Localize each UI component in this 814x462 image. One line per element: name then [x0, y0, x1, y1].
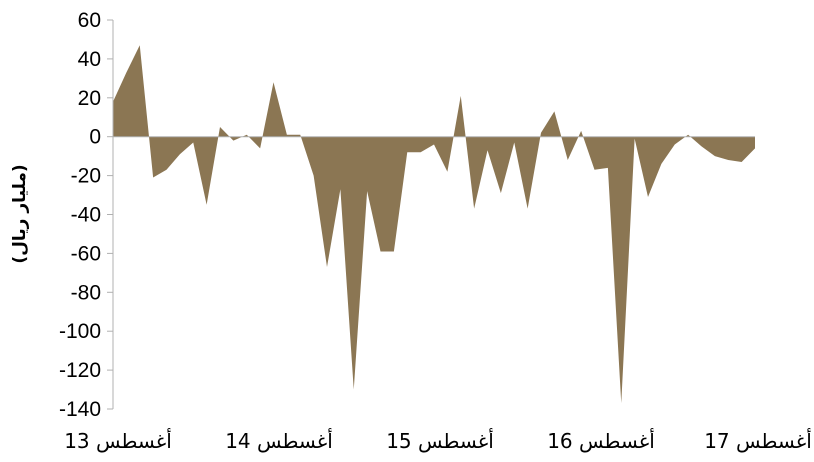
y-tick-label: 40: [78, 48, 101, 71]
y-tick-label: -60: [71, 242, 101, 265]
x-tick-label: أغسطس 14: [225, 428, 333, 453]
y-tick-label: -40: [71, 204, 101, 227]
y-tick-label: -140: [59, 398, 101, 421]
x-tick-label: أغسطس 16: [547, 428, 655, 453]
x-tick-label: أغسطس 17: [704, 428, 812, 453]
y-tick-label: 0: [89, 126, 101, 149]
x-tick-label: أغسطس 13: [64, 428, 172, 453]
y-axis-ticks: 60 40 20 0 -20 -40 -60 -80 -100 -120 -140: [59, 9, 113, 421]
y-tick-label: 60: [78, 9, 101, 32]
y-tick-label: -80: [71, 281, 101, 304]
x-tick-label: أغسطس 15: [386, 428, 494, 453]
y-tick-label: -100: [59, 320, 101, 343]
y-tick-label: -120: [59, 359, 101, 382]
x-axis-labels: أغسطس 13 أغسطس 14 أغسطس 15 أغسطس 16 أغسطس 17: [64, 428, 812, 453]
y-tick-label: -20: [71, 165, 101, 188]
y-axis-title: (مليار ريال): [10, 164, 30, 263]
area-series: [113, 45, 755, 404]
y-tick-label: 20: [78, 87, 101, 110]
